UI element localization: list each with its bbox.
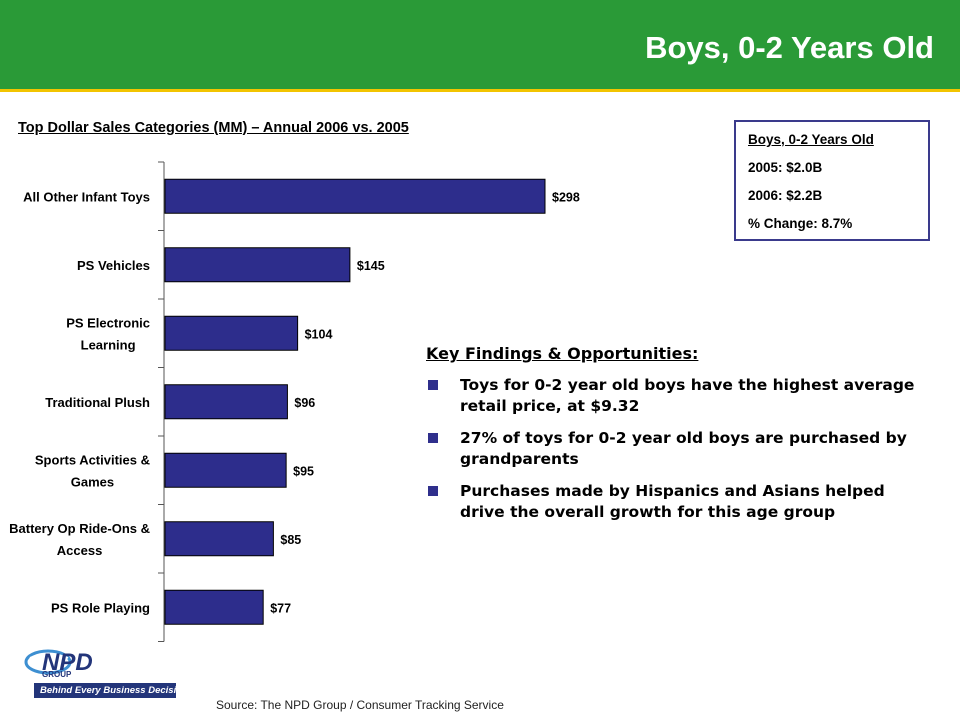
category-label-line: Games: [71, 474, 114, 489]
bar: [164, 521, 274, 557]
data-label: $77: [270, 601, 291, 615]
category-label: Sports Activities & Games: [35, 452, 150, 489]
npd-logo: NPD: [24, 649, 93, 676]
bar: [164, 589, 264, 625]
bar: [164, 384, 288, 420]
category-label-line: Sports Activities &: [35, 452, 150, 467]
data-label: $95: [293, 464, 314, 478]
category-label: Traditional Plush: [45, 395, 150, 410]
source-note: Source: The NPD Group / Consumer Trackin…: [216, 698, 504, 712]
finding-text: Toys for 0-2 year old boys have the high…: [460, 376, 915, 415]
category-label-line: PS Electronic: [66, 315, 150, 330]
category-label-line: PS Role Playing: [51, 600, 150, 615]
summary-row-2005: 2005: $2.0B: [748, 160, 823, 175]
category-label-line: Traditional Plush: [45, 395, 150, 410]
category-label: PS Role Playing: [51, 600, 150, 615]
data-label: $85: [280, 533, 301, 547]
bar: [164, 452, 287, 488]
category-label-line: Access: [57, 543, 103, 558]
category-label: All Other Infant Toys: [23, 189, 150, 204]
finding-text: 27% of toys for 0-2 year old boys are pu…: [460, 429, 907, 468]
bar-chart: $298 All Other Infant Toys $145 PS Vehicles…: [9, 161, 580, 642]
category-label-line: PS Vehicles: [77, 258, 150, 273]
category-label: PS Electronic Learning: [66, 315, 150, 352]
category-label-line: Battery Op Ride-Ons &: [9, 521, 150, 536]
category-label: PS Vehicles: [77, 258, 150, 273]
square-bullet-icon: [428, 380, 438, 390]
bar: [164, 315, 299, 351]
bar: [164, 247, 351, 283]
summary-heading: Boys, 0-2 Years Old: [748, 132, 874, 147]
findings-heading: Key Findings & Opportunities:: [426, 344, 699, 363]
summary-row-2006: 2006: $2.2B: [748, 188, 823, 203]
data-label: $145: [357, 259, 385, 273]
summary-box: Boys, 0-2 Years Old 2005: $2.0B 2006: $2…: [734, 120, 930, 241]
logo-tagline: Behind Every Business Decision: [34, 683, 188, 698]
data-label: $96: [294, 396, 315, 410]
chart-title: Top Dollar Sales Categories (MM) – Annua…: [18, 120, 409, 136]
finding-item: Toys for 0-2 year old boys have the high…: [426, 375, 926, 417]
page-title: Boys, 0-2 Years Old: [645, 30, 934, 65]
key-findings: Key Findings & Opportunities: Toys for 0…: [426, 344, 926, 534]
bar: [164, 178, 546, 214]
square-bullet-icon: [428, 486, 438, 496]
summary-row-change: % Change: 8.7%: [748, 216, 853, 231]
header-band: Boys, 0-2 Years Old: [0, 0, 960, 92]
data-label: $104: [305, 327, 333, 341]
logo-text: NPD: [42, 649, 93, 676]
finding-item: 27% of toys for 0-2 year old boys are pu…: [426, 428, 926, 470]
category-label-line: All Other Infant Toys: [23, 189, 150, 204]
category-label-line: Learning: [81, 337, 136, 352]
category-label: Battery Op Ride-Ons & Access: [9, 521, 150, 558]
finding-text: Purchases made by Hispanics and Asians h…: [460, 482, 885, 521]
square-bullet-icon: [428, 433, 438, 443]
data-label: $298: [552, 190, 580, 204]
finding-item: Purchases made by Hispanics and Asians h…: [426, 481, 926, 523]
logo-group-label: GROUP: [42, 670, 72, 679]
